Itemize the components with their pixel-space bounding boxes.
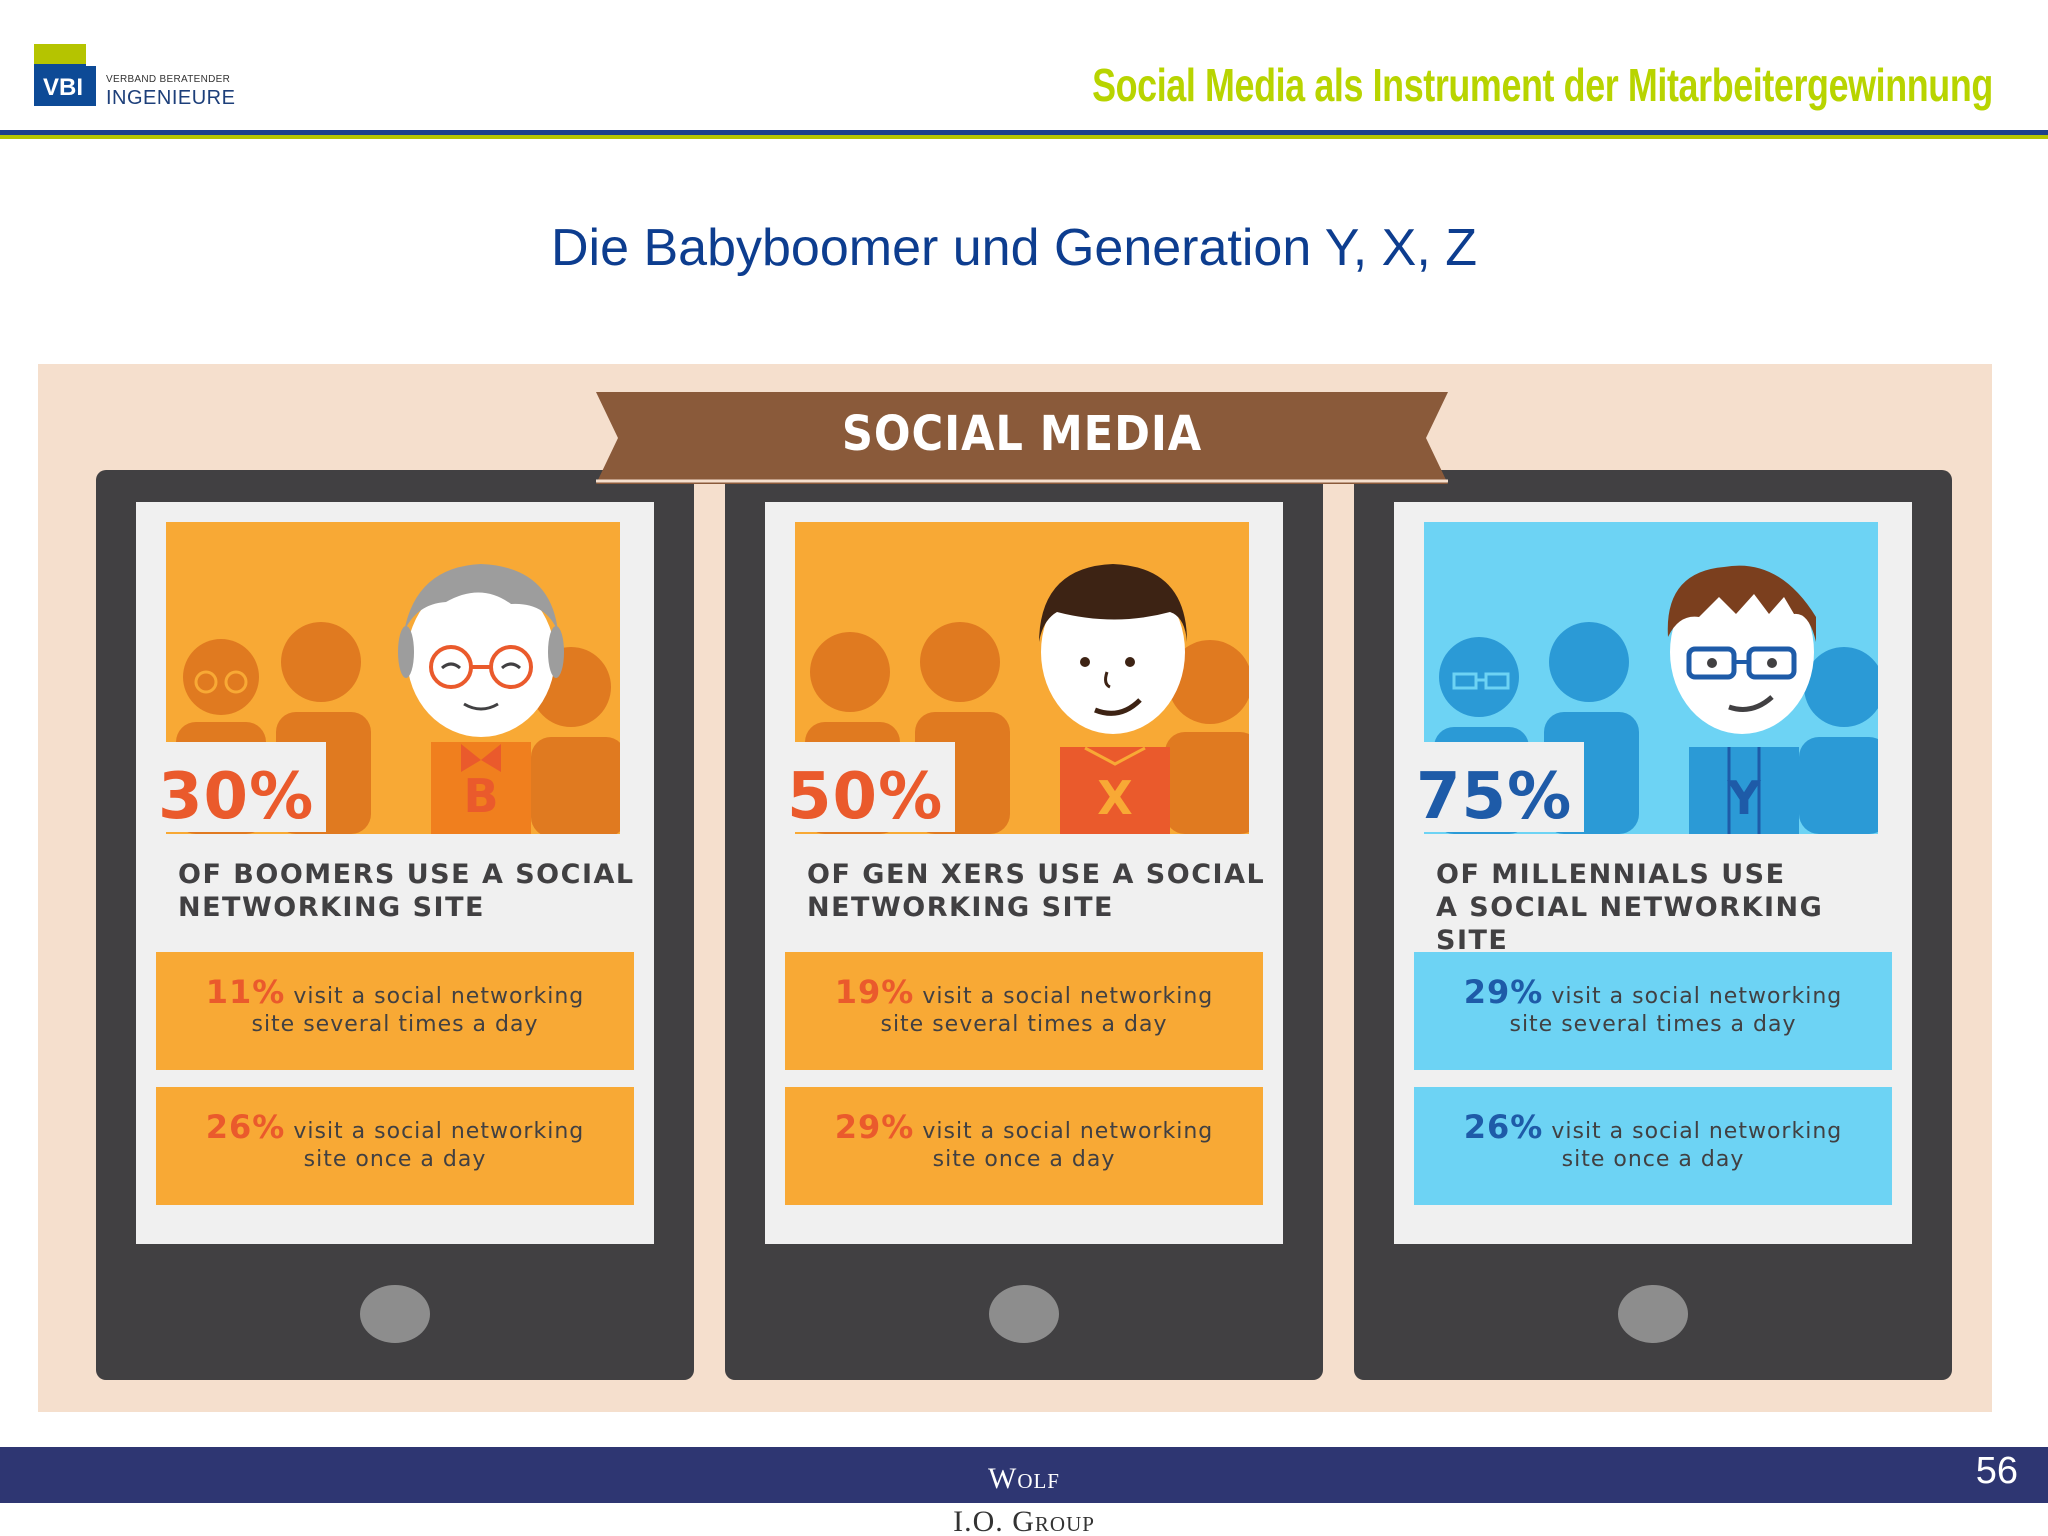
percent-value: 50% bbox=[787, 760, 944, 834]
gen-x-letter: X bbox=[1097, 771, 1132, 825]
percent-value: 75% bbox=[1416, 760, 1573, 834]
header-divider bbox=[0, 130, 2048, 135]
stat-several-times: 19% visit a social networking site sever… bbox=[785, 952, 1263, 1070]
phone-screen: B 30% OF BOOMERS USE A SOCIAL NETWORKING… bbox=[136, 502, 654, 1244]
percent-badge bbox=[148, 742, 326, 832]
phone-description: OF GEN XERS USE A SOCIAL NETWORKING SITE bbox=[807, 859, 1266, 923]
logo-abbr: VBI bbox=[42, 74, 83, 101]
millennial-letter: Y bbox=[1726, 771, 1761, 825]
banner-label: SOCIAL MEDIA bbox=[841, 406, 1203, 462]
stat-once-a-day: 29% visit a social networking site once … bbox=[785, 1087, 1263, 1205]
footer-company: Wolf bbox=[988, 1462, 1060, 1495]
footer-group: I.O. Group bbox=[953, 1505, 1095, 1536]
phone-home-button bbox=[360, 1285, 430, 1343]
phone-home-button bbox=[989, 1285, 1059, 1343]
phone-gen-x: X 50% OF GEN XERS USE A SOCIAL NETWORKIN… bbox=[725, 470, 1323, 1380]
phone-millennials: Y 75% OF MILLENNIALS USE A SOCIAL NETWOR… bbox=[1354, 470, 1952, 1380]
phone-screen: X 50% OF GEN XERS USE A SOCIAL NETWORKIN… bbox=[765, 502, 1283, 1244]
stat-several-times: 11% visit a social networking site sever… bbox=[156, 952, 634, 1070]
percent-badge bbox=[1406, 742, 1584, 832]
phone-screen: Y 75% OF MILLENNIALS USE A SOCIAL NETWOR… bbox=[1394, 502, 1912, 1244]
stat-once-a-day: 26% visit a social networking site once … bbox=[156, 1087, 634, 1205]
percent-badge bbox=[777, 742, 955, 832]
header-divider-accent bbox=[0, 135, 2048, 139]
page-number: 56 bbox=[1975, 1450, 2018, 1492]
percent-value: 30% bbox=[158, 760, 315, 834]
boomer-letter: B bbox=[463, 769, 498, 823]
footer-bar bbox=[0, 1447, 2048, 1503]
stat-several-times: 29% visit a social networking site sever… bbox=[1414, 952, 1892, 1070]
header-title: Social Media als Instrument der Mitarbei… bbox=[1092, 59, 1993, 111]
social-media-banner: SOCIAL MEDIA bbox=[596, 392, 1448, 484]
logo-name: INGENIEURE bbox=[106, 87, 236, 109]
slide-title: Die Babyboomer und Generation Y, X, Z bbox=[551, 219, 1477, 277]
vbi-logo-mark: VBI bbox=[34, 44, 96, 106]
stat-once-a-day: 26% visit a social networking site once … bbox=[1414, 1087, 1892, 1205]
phone-boomers: B 30% OF BOOMERS USE A SOCIAL NETWORKING… bbox=[96, 470, 694, 1380]
phone-description: OF MILLENNIALS USE A SOCIAL NETWORKING S… bbox=[1436, 859, 1824, 956]
logo-subtitle: VERBAND BERATENDER bbox=[106, 74, 231, 85]
phone-description: OF BOOMERS USE A SOCIAL NETWORKING SITE bbox=[178, 859, 635, 923]
vbi-logo: VBI VERBAND BERATENDER INGENIEURE bbox=[34, 40, 235, 110]
phone-home-button bbox=[1618, 1285, 1688, 1343]
